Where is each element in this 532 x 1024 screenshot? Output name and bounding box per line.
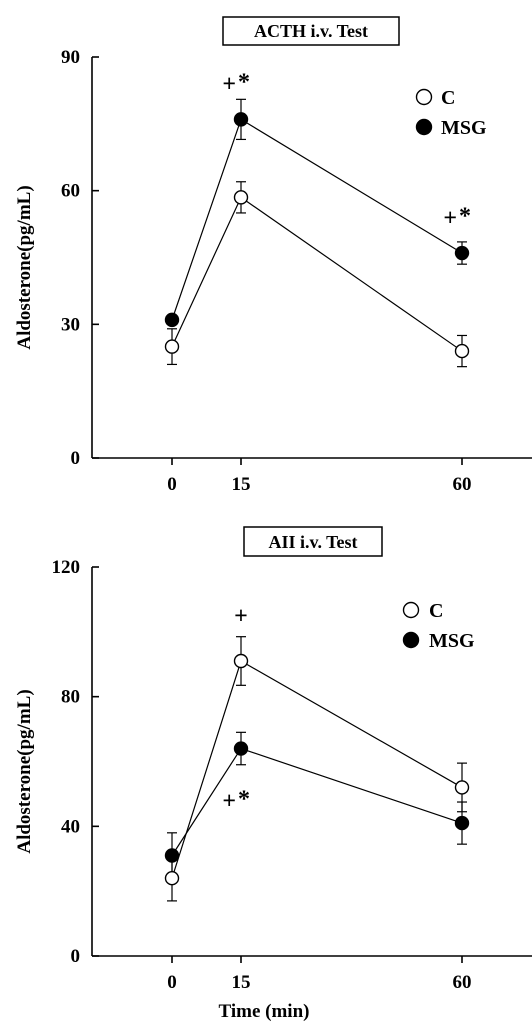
significance-plus: + xyxy=(222,788,236,814)
chart-title-box xyxy=(222,16,400,46)
legend-label-msg: MSG xyxy=(441,117,487,139)
legend-marker-c xyxy=(415,88,433,106)
data-point-msg xyxy=(454,245,470,261)
data-point-c xyxy=(454,343,470,359)
data-point-msg xyxy=(233,741,249,756)
significance-asterisk: * xyxy=(459,203,471,229)
y-axis-title: Aldosterone(pg/mL) xyxy=(14,689,35,853)
significance-plus: + xyxy=(443,205,457,231)
significance-plus: + xyxy=(234,604,248,630)
y-axis-title: Aldosterone(pg/mL) xyxy=(14,185,35,349)
legend-marker-msg xyxy=(415,118,433,136)
data-point-c xyxy=(233,190,249,205)
legend-label-c: C xyxy=(429,600,443,622)
data-point-c xyxy=(454,780,470,795)
chart-title-box xyxy=(243,526,383,557)
chart-panel-2: AII i.v. Test 0 40 80 120 0 15 60 Aldosterone(pg… xyxy=(14,526,532,1022)
series-line-c xyxy=(171,660,463,879)
legend-marker-c xyxy=(402,601,420,619)
series-line-c xyxy=(171,196,463,352)
y-tick-label: 40 xyxy=(61,816,80,837)
data-point-msg xyxy=(454,815,470,831)
chart-title: AII i.v. Test xyxy=(268,532,357,552)
series-line-msg xyxy=(171,118,463,321)
series-line-msg xyxy=(171,747,463,856)
x-axis-title: Time (min) xyxy=(219,1001,310,1022)
significance-plus: + xyxy=(222,72,236,98)
y-tick-label: 0 xyxy=(71,448,81,469)
y-tick-label: 120 xyxy=(52,557,81,578)
x-tick-label: 0 xyxy=(167,972,177,993)
data-point-msg xyxy=(164,848,180,863)
y-tick-label: 60 xyxy=(61,181,80,202)
data-point-msg xyxy=(233,112,249,127)
y-tick-label: 80 xyxy=(61,687,80,708)
x-tick-label: 15 xyxy=(232,972,251,993)
chart-title: ACTH i.v. Test xyxy=(254,21,368,41)
data-point-msg xyxy=(164,312,180,328)
x-tick-label: 60 xyxy=(453,972,472,993)
legend-label-c: C xyxy=(441,87,455,109)
data-point-c xyxy=(164,339,180,354)
legend-marker-msg xyxy=(402,631,420,649)
legend-label-msg: MSG xyxy=(429,630,475,652)
x-tick-label: 0 xyxy=(167,474,177,495)
chart-panel-1: ACTH i.v. Test 0 30 60 90 0 15 60 Aldosterone(pg… xyxy=(14,16,532,495)
significance-asterisk: * xyxy=(238,70,250,96)
y-tick-label: 30 xyxy=(61,314,80,335)
data-point-c xyxy=(233,653,249,669)
x-tick-label: 60 xyxy=(453,474,472,495)
data-point-c xyxy=(164,871,180,886)
significance-asterisk: * xyxy=(238,786,250,812)
y-tick-label: 90 xyxy=(61,47,80,68)
y-tick-label: 0 xyxy=(71,946,81,967)
x-tick-label: 15 xyxy=(232,474,251,495)
